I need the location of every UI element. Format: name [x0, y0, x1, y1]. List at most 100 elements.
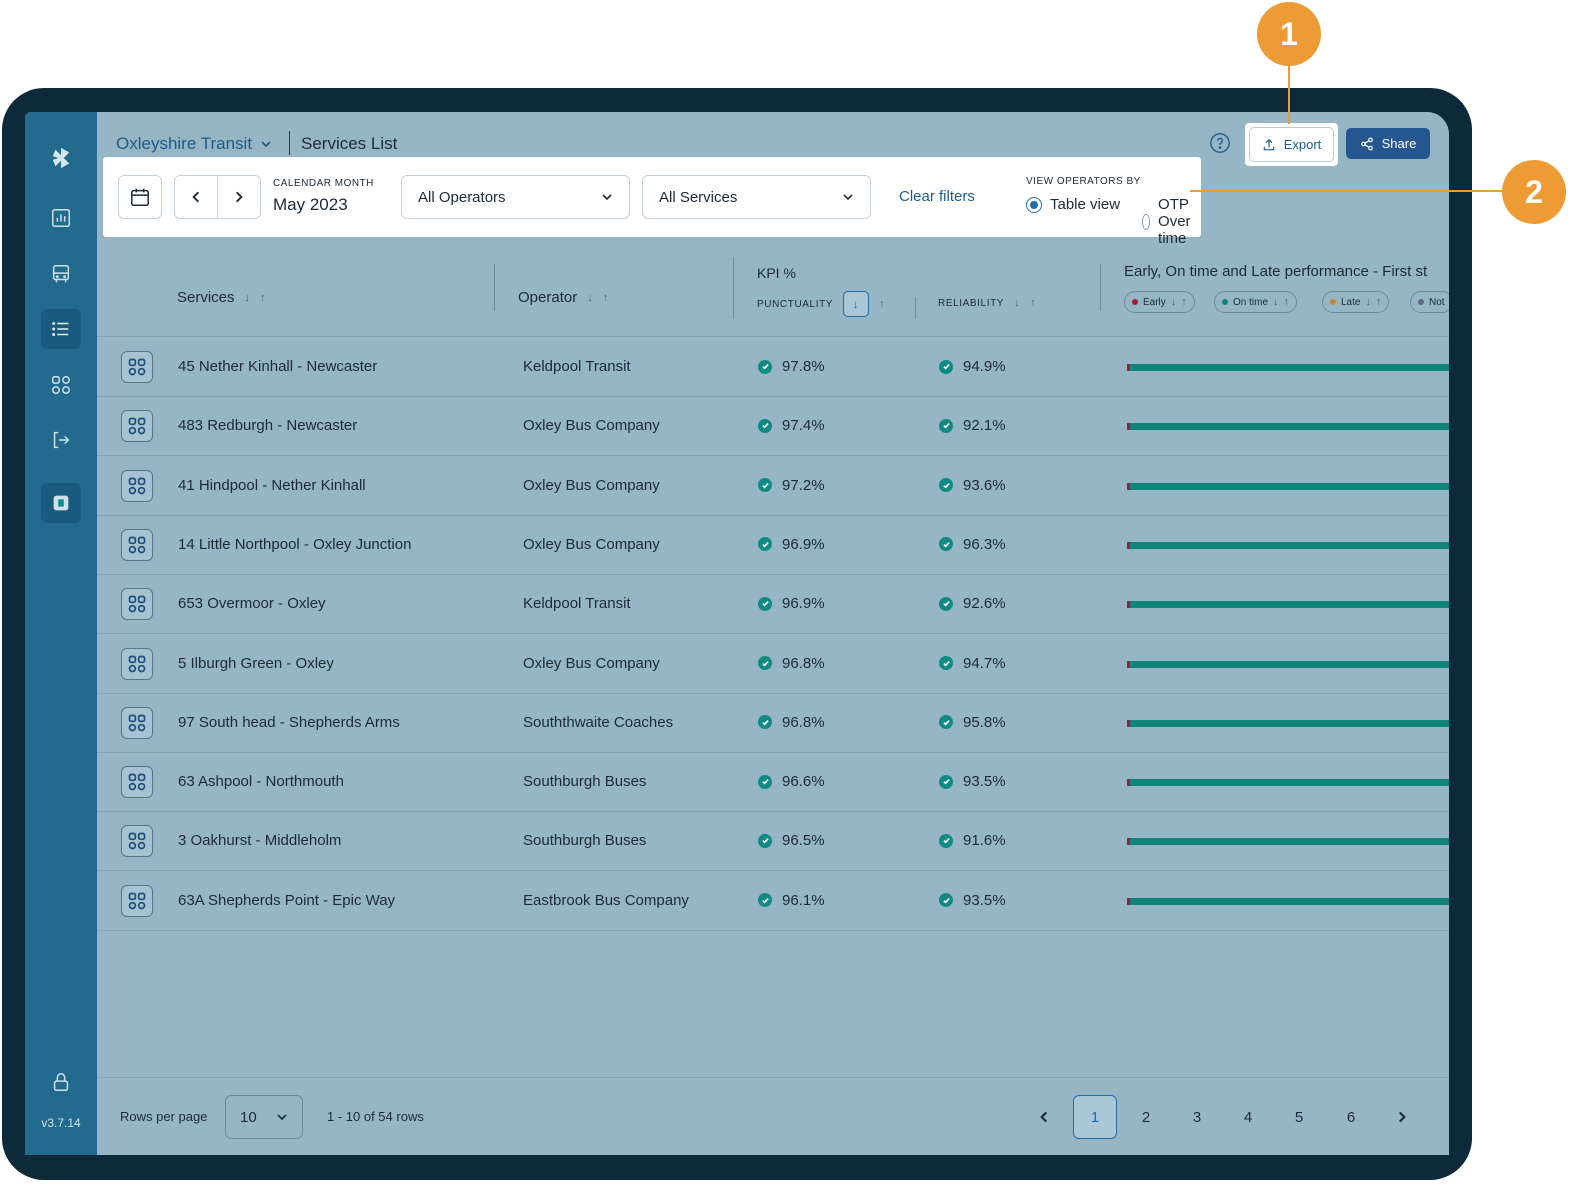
check-circle-icon: [939, 774, 953, 789]
next-page-button[interactable]: [1380, 1095, 1424, 1139]
table-row[interactable]: 63A Shepherds Point - Epic Way Eastbrook …: [97, 872, 1449, 931]
performance-bar[interactable]: [1127, 482, 1449, 490]
performance-bar[interactable]: [1127, 838, 1449, 846]
punctuality-column-header[interactable]: PUNCTUALITY ↓ ↑: [757, 291, 885, 317]
rows-per-page-select[interactable]: 10: [225, 1095, 303, 1139]
sort-asc-icon[interactable]: ↑: [602, 291, 609, 304]
service-icon[interactable]: [121, 528, 153, 561]
sort-asc-icon[interactable]: ↑: [879, 298, 886, 310]
sort-desc-icon[interactable]: ↓: [1170, 296, 1177, 308]
service-name[interactable]: 653 Overmoor - Oxley: [178, 595, 326, 613]
performance-bar[interactable]: [1127, 541, 1449, 549]
sort-asc-icon[interactable]: ↑: [1283, 296, 1290, 308]
on-time-segment: [1130, 541, 1449, 549]
next-month-button[interactable]: [218, 176, 260, 218]
logo-icon[interactable]: [41, 138, 81, 178]
bus-icon[interactable]: [41, 254, 81, 294]
service-name[interactable]: 63A Shepherds Point - Epic Way: [178, 891, 396, 909]
table-row[interactable]: 14 Little Northpool - Oxley Junction Oxle…: [97, 516, 1449, 575]
table-row[interactable]: 653 Overmoor - Oxley Keldpool Transit 96.9…: [97, 575, 1449, 635]
operator-name: Keldpool Transit: [523, 358, 631, 375]
performance-bar[interactable]: [1127, 364, 1449, 371]
dashboard-chart-icon[interactable]: [41, 198, 81, 238]
help-icon[interactable]: [1209, 132, 1231, 154]
page-button-3[interactable]: 3: [1192, 1108, 1202, 1126]
lock-icon[interactable]: [41, 1062, 81, 1102]
early-segment: [1127, 838, 1130, 846]
page-button-6[interactable]: 6: [1346, 1108, 1356, 1126]
page-button-4[interactable]: 4: [1243, 1108, 1253, 1126]
service-icon[interactable]: [121, 410, 153, 443]
service-icon[interactable]: [121, 588, 153, 621]
table-row[interactable]: 63 Ashpool - Northmouth Southburgh Buses 9…: [97, 753, 1449, 813]
export-button[interactable]: Export: [1249, 127, 1334, 162]
service-icon[interactable]: [121, 647, 153, 680]
legend-early[interactable]: Early ↓ ↑: [1124, 291, 1195, 313]
page-button-5[interactable]: 5: [1294, 1108, 1304, 1126]
service-icon[interactable]: [121, 766, 153, 799]
service-name[interactable]: 5 Ilburgh Green - Oxley: [178, 654, 334, 672]
legend-not[interactable]: Not: [1410, 291, 1449, 313]
previous-page-button[interactable]: [1022, 1095, 1066, 1139]
sort-desc-icon[interactable]: ↓: [587, 291, 593, 304]
service-name[interactable]: 45 Nether Kinhall - Newcaster: [178, 358, 378, 375]
sort-asc-icon[interactable]: ↑: [1375, 296, 1382, 308]
sort-desc-icon[interactable]: ↓: [1365, 296, 1371, 308]
operator-select[interactable]: All Operators: [401, 175, 630, 219]
sort-desc-icon[interactable]: ↓: [244, 291, 251, 304]
sort-desc-active-icon[interactable]: ↓: [843, 291, 870, 317]
sort-desc-icon[interactable]: ↓: [1273, 296, 1279, 308]
operator-column-header[interactable]: Operator ↓ ↑: [518, 289, 608, 306]
table-row[interactable]: 483 Redburgh - Newcaster Oxley Bus Compan…: [97, 397, 1449, 457]
performance-bar[interactable]: [1127, 897, 1449, 905]
sort-asc-icon[interactable]: ↑: [1181, 296, 1187, 308]
otp-over-time-radio[interactable]: OTP Over time: [1142, 196, 1201, 247]
calendar-button[interactable]: [118, 175, 162, 219]
table-row[interactable]: 5 Ilburgh Green - Oxley Oxley Bus Company…: [97, 635, 1449, 694]
clear-filters-link[interactable]: Clear filters: [899, 188, 975, 205]
services-list-icon[interactable]: [41, 309, 81, 349]
performance-bar[interactable]: [1127, 601, 1449, 609]
performance-bar[interactable]: [1127, 719, 1449, 727]
service-icon[interactable]: [121, 706, 153, 739]
page-button-1[interactable]: 1: [1073, 1095, 1117, 1139]
legend-late[interactable]: Late ↓ ↑: [1322, 291, 1390, 313]
reliability-column-header[interactable]: RELIABILITY ↓ ↑: [938, 297, 1036, 309]
table-view-label: Table view: [1050, 196, 1121, 213]
service-name[interactable]: 97 South head - Shepherds Arms: [178, 713, 400, 731]
service-name[interactable]: 14 Little Northpool - Oxley Junction: [178, 535, 412, 553]
service-icon[interactable]: [121, 825, 153, 858]
table-row[interactable]: 3 Oakhurst - Middleholm Southburgh Buses 9…: [97, 812, 1449, 872]
sort-asc-icon[interactable]: ↑: [1030, 297, 1037, 309]
table-view-radio[interactable]: Table view: [1026, 196, 1120, 213]
service-name[interactable]: 41 Hindpool - Nether Kinhall: [178, 476, 366, 494]
previous-month-button[interactable]: [175, 176, 218, 218]
performance-bar[interactable]: [1127, 423, 1449, 431]
table-row[interactable]: 45 Nether Kinhall - Newcaster Keldpool Tr…: [97, 338, 1449, 397]
table-row[interactable]: 41 Hindpool - Nether Kinhall Oxley Bus Co…: [97, 457, 1449, 516]
service-icon[interactable]: [121, 884, 153, 917]
radio-selected[interactable]: [1026, 196, 1042, 213]
services-column-header[interactable]: Services ↓ ↑: [177, 289, 266, 306]
table-row[interactable]: 97 South head - Shepherds Arms Souththwai…: [97, 694, 1449, 753]
logout-icon[interactable]: [41, 420, 81, 460]
service-name[interactable]: 483 Redburgh - Newcaster: [178, 417, 358, 435]
reliability-cell: 94.7%: [939, 655, 1006, 672]
sort-desc-icon[interactable]: ↓: [1014, 297, 1021, 309]
services-grid-icon[interactable]: [41, 365, 81, 405]
service-icon[interactable]: [121, 469, 153, 502]
service-select[interactable]: All Services: [642, 175, 871, 219]
table-header: Services ↓ ↑ Operator ↓ ↑ KPI % PUNCTUAL…: [97, 257, 1449, 337]
performance-bar[interactable]: [1127, 660, 1449, 668]
radio-unselected[interactable]: [1142, 213, 1151, 230]
service-icon[interactable]: [121, 351, 153, 383]
share-button[interactable]: Share: [1346, 128, 1430, 159]
organisation-switcher[interactable]: Oxleyshire Transit: [116, 134, 272, 154]
app-switcher-icon[interactable]: [41, 483, 81, 523]
performance-bar[interactable]: [1127, 779, 1449, 787]
legend-on-time[interactable]: On time ↓ ↑: [1214, 291, 1298, 313]
page-button-2[interactable]: 2: [1141, 1108, 1151, 1126]
service-name[interactable]: 63 Ashpool - Northmouth: [178, 773, 344, 791]
sort-asc-icon[interactable]: ↑: [260, 291, 266, 304]
service-name[interactable]: 3 Oakhurst - Middleholm: [178, 832, 342, 850]
